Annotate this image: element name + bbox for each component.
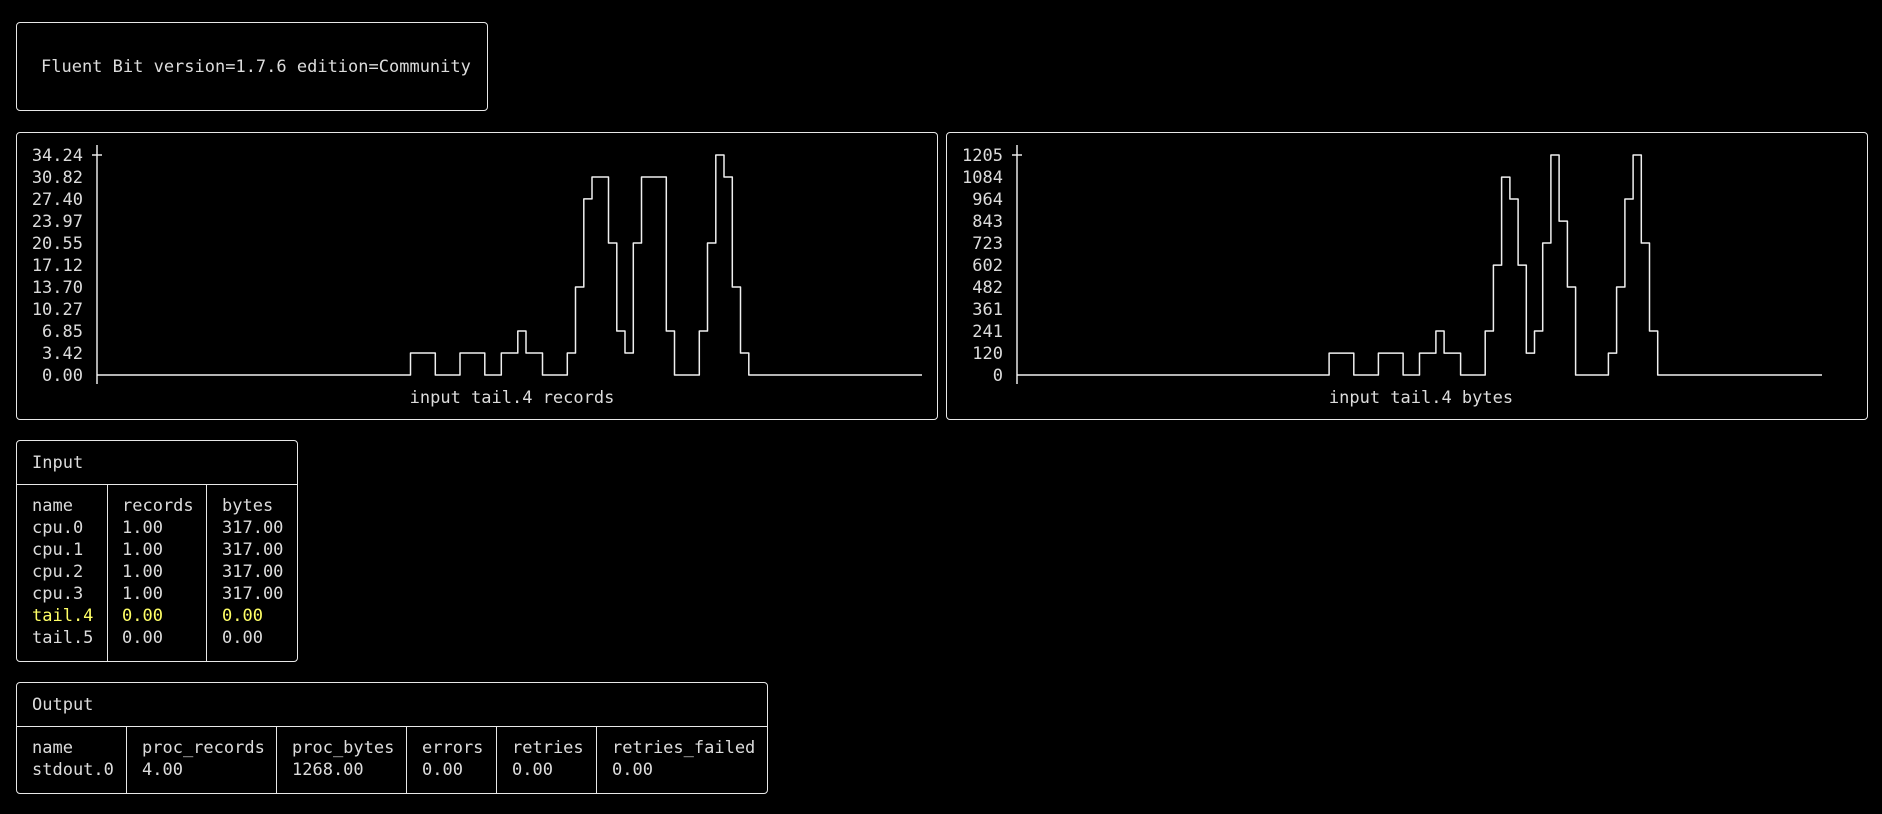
input-panel: Input: [16, 440, 298, 662]
bytes-chart-panel: [946, 132, 1868, 420]
y-tick-label: 6.85: [42, 322, 83, 342]
y-tick-label: 1084: [962, 168, 1003, 188]
input-table-cell: 317.00: [222, 584, 284, 604]
version-text: Fluent Bit version=1.7.6 edition=Communi…: [41, 57, 471, 77]
y-tick-label: 0: [993, 366, 1003, 386]
series-line: [97, 154, 922, 376]
output-col-divider-3: [406, 727, 407, 793]
input-table-cell: 0.00: [122, 628, 163, 648]
input-column-header: bytes: [222, 496, 274, 516]
y-tick-label: 17.12: [32, 256, 83, 276]
input-table-cell: 0.00: [222, 628, 263, 648]
y-tick-label: 964: [972, 190, 1003, 210]
y-tick-label: 1205: [962, 146, 1003, 166]
output-column-header: proc_bytes: [292, 738, 395, 758]
input-table-cell: 0.00: [222, 606, 263, 626]
output-column-header: retries_failed: [612, 738, 756, 758]
input-table-cell: 317.00: [222, 540, 284, 560]
output-table-cell: 1268.00: [292, 760, 364, 780]
records-chart-panel: [16, 132, 938, 420]
y-tick-label: 20.55: [32, 234, 83, 254]
input-header-divider: [17, 484, 297, 485]
output-title: Output: [32, 695, 94, 715]
input-table-cell: 317.00: [222, 518, 284, 538]
output-table-cell: 0.00: [512, 760, 553, 780]
output-table-cell: stdout.0: [32, 760, 114, 780]
input-table-cell: 1.00: [122, 518, 163, 538]
input-table-cell: 0.00: [122, 606, 163, 626]
input-table-cell: tail.4: [32, 606, 94, 626]
y-tick-label: 723: [972, 234, 1003, 254]
output-col-divider-2: [276, 727, 277, 793]
y-tick-label: 34.24: [32, 146, 83, 166]
output-panel: Output: [16, 682, 768, 794]
input-table-cell: tail.5: [32, 628, 94, 648]
output-table-cell: 0.00: [612, 760, 653, 780]
input-table-cell: cpu.2: [32, 562, 84, 582]
y-tick-label: 27.40: [32, 190, 83, 210]
output-header-divider: [17, 726, 767, 727]
input-col-divider-1: [107, 485, 108, 661]
y-tick-label: 10.27: [32, 300, 83, 320]
output-column-header: retries: [512, 738, 584, 758]
input-table-cell: 317.00: [222, 562, 284, 582]
input-column-header: name: [32, 496, 73, 516]
input-table-cell: 1.00: [122, 562, 163, 582]
y-tick-label: 23.97: [32, 212, 83, 232]
y-tick-label: 361: [972, 300, 1003, 320]
y-tick-label: 13.70: [32, 278, 83, 298]
output-col-divider-4: [496, 727, 497, 793]
output-table-cell: 4.00: [142, 760, 183, 780]
y-tick-label: 120: [972, 344, 1003, 364]
y-tick-label: 843: [972, 212, 1003, 232]
input-table-cell: cpu.3: [32, 584, 84, 604]
output-column-header: name: [32, 738, 73, 758]
y-tick-label: 3.42: [42, 344, 83, 364]
chart-title: input tail.4 records: [410, 388, 615, 408]
y-tick-label: 602: [972, 256, 1003, 276]
input-col-divider-2: [206, 485, 207, 661]
output-table-cell: 0.00: [422, 760, 463, 780]
y-tick-label: 482: [972, 278, 1003, 298]
input-table-cell: cpu.0: [32, 518, 84, 538]
y-tick-label: 241: [972, 322, 1003, 342]
input-table-cell: 1.00: [122, 584, 163, 604]
version-panel: Fluent Bit version=1.7.6 edition=Communi…: [16, 22, 488, 111]
y-tick-label: 0.00: [42, 366, 83, 386]
input-title: Input: [32, 453, 84, 473]
output-column-header: errors: [422, 738, 484, 758]
chart-title: input tail.4 bytes: [1329, 388, 1513, 408]
y-tick-label: 30.82: [32, 168, 83, 188]
series-line: [1017, 154, 1822, 376]
output-col-divider-5: [596, 727, 597, 793]
input-column-header: records: [122, 496, 194, 516]
input-table-cell: 1.00: [122, 540, 163, 560]
input-table-cell: cpu.1: [32, 540, 84, 560]
output-col-divider-1: [126, 727, 127, 793]
output-column-header: proc_records: [142, 738, 265, 758]
